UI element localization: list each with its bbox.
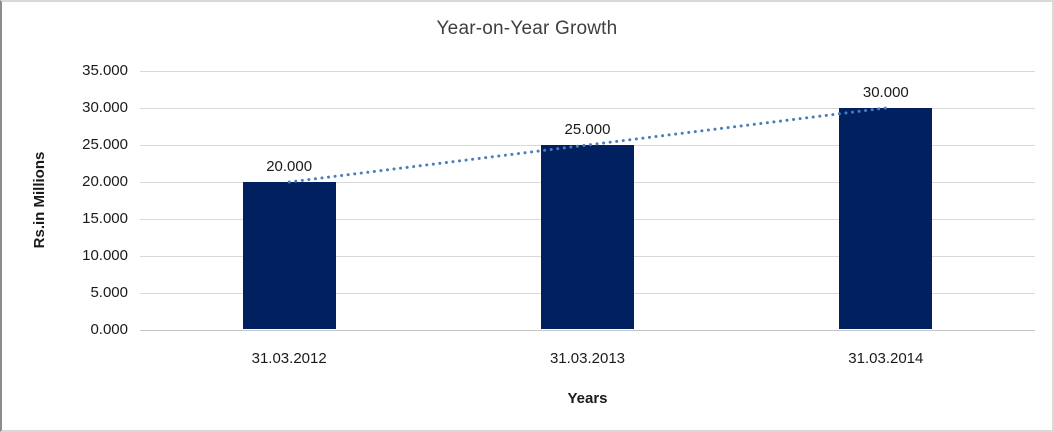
x-tick-label: 31.03.2014	[848, 350, 924, 367]
y-tick-label: 5.000	[90, 284, 128, 301]
gridline	[140, 108, 1035, 109]
bar-31.03.2013	[541, 145, 634, 329]
x-axis-line	[140, 330, 1035, 331]
y-tick-label: 35.000	[82, 62, 128, 79]
data-label: 20.000	[266, 158, 313, 175]
data-label: 30.000	[862, 84, 909, 101]
plot-area: 20.000 25.000 30.000	[140, 71, 1035, 331]
y-tick-label: 0.000	[90, 321, 128, 338]
gridline	[140, 71, 1035, 72]
trendline	[287, 106, 888, 184]
y-tick-label: 25.000	[82, 136, 128, 153]
x-tick-label: 31.03.2012	[251, 350, 327, 367]
bar-31.03.2012	[242, 182, 336, 329]
y-tick-label: 15.000	[82, 210, 128, 227]
x-tick-label: 31.03.2013	[549, 350, 626, 367]
y-tick-label: 10.000	[82, 247, 128, 264]
x-axis-title: Years	[567, 390, 608, 407]
y-tick-label: 20.000	[82, 173, 128, 190]
bar-31.03.2014	[839, 108, 933, 329]
chart-title: Year-on-Year Growth	[436, 18, 618, 39]
y-tick-label: 30.000	[82, 99, 128, 116]
data-label: 25.000	[564, 121, 611, 138]
